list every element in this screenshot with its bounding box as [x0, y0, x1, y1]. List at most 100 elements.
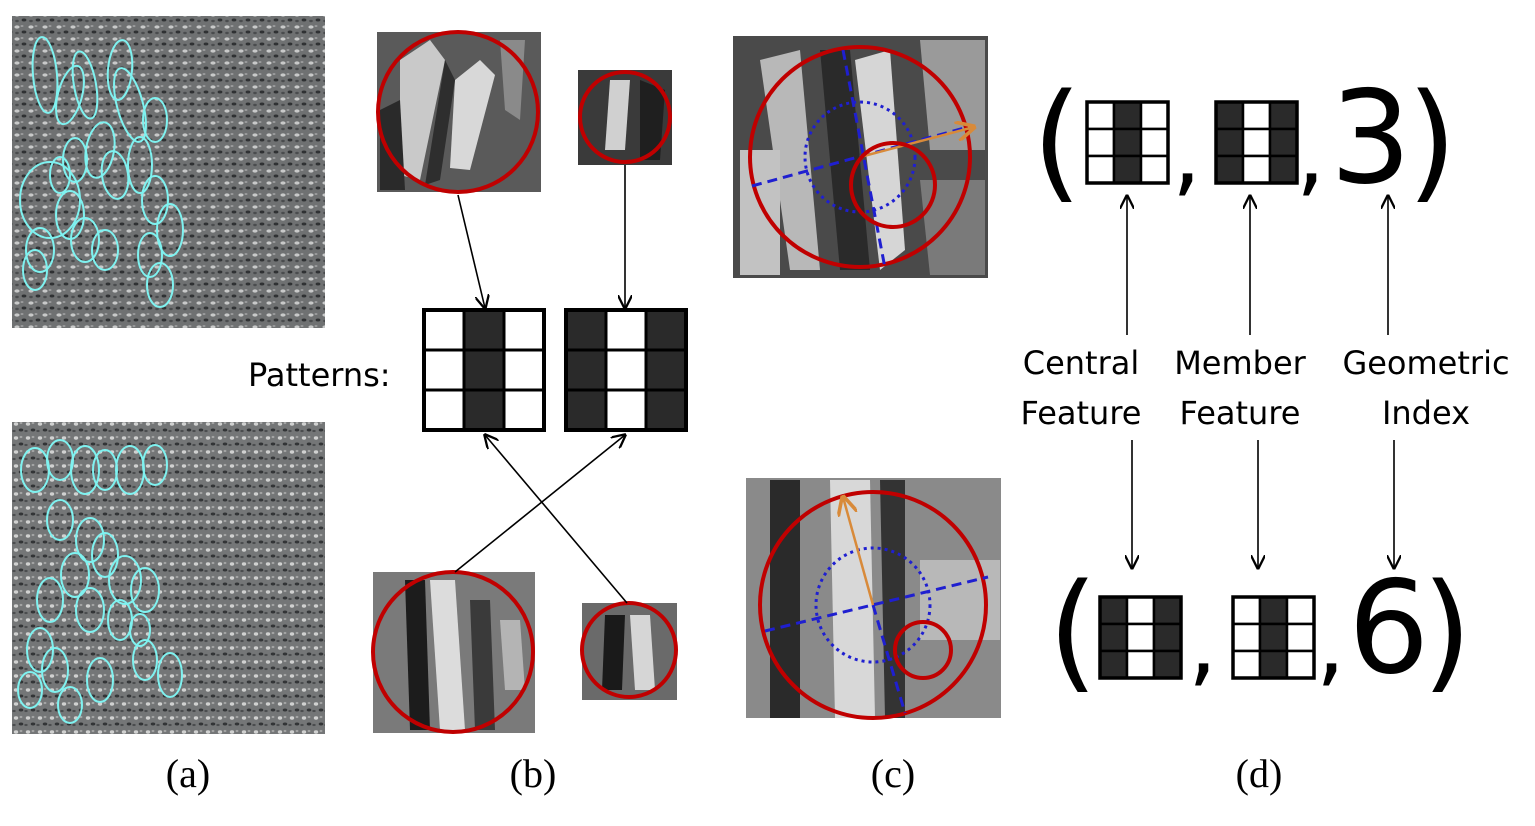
panel-a — [12, 16, 325, 734]
patch-bottom-left — [371, 570, 535, 734]
pattern-cell — [604, 388, 648, 432]
pattern-cell — [1125, 595, 1156, 626]
member-circle — [893, 620, 953, 680]
pattern-cell — [1258, 649, 1289, 680]
panel-label-a: (a) — [166, 751, 210, 796]
outer-circle — [758, 490, 988, 720]
panel-c — [733, 36, 1001, 720]
pattern-border — [1085, 100, 1170, 185]
pattern-border — [1231, 595, 1316, 680]
axis-line — [764, 575, 989, 633]
arrow-to-pattern-b — [454, 435, 625, 573]
pattern-cell — [422, 308, 466, 352]
pattern-cell — [604, 348, 648, 392]
pattern-cell — [462, 308, 506, 352]
pattern-cell — [1241, 154, 1272, 185]
pattern-b — [564, 308, 688, 432]
pattern-cell — [1268, 100, 1299, 131]
pattern-cell — [502, 348, 546, 392]
patch-circle — [578, 70, 672, 164]
pattern-cell — [1214, 154, 1245, 185]
pattern-cell — [1258, 622, 1289, 653]
panel-label-b: (b) — [510, 751, 557, 796]
pattern-cell — [462, 348, 506, 392]
geometry-patch-bottom — [746, 478, 1001, 720]
pattern-cell — [1125, 649, 1156, 680]
pattern-cell — [422, 388, 466, 432]
pattern-cell — [1098, 622, 1129, 653]
patch-circle — [371, 570, 535, 734]
caption-central-line1: Central — [1023, 344, 1140, 382]
pattern-cell — [1285, 649, 1316, 680]
pattern-cell — [1085, 127, 1116, 158]
outer-circle — [748, 45, 972, 269]
axis-line — [751, 125, 969, 188]
tuple-bottom-close: ) — [1422, 557, 1472, 706]
ellipse-overlay-bottom — [17, 439, 183, 724]
caption-geometric-line1: Geometric — [1342, 344, 1509, 382]
pattern-cell — [564, 348, 608, 392]
caption-member-line2: Feature — [1180, 394, 1301, 432]
tomogram-image-top — [12, 16, 325, 328]
pattern-cell — [644, 308, 688, 352]
patterns-label: Patterns: — [248, 356, 391, 394]
pattern-cell — [502, 388, 546, 432]
pattern-cell — [1112, 127, 1143, 158]
pattern-cell — [1085, 100, 1116, 131]
geometry-patch-top — [733, 36, 988, 278]
tuple-bottom-sep: , — [1188, 590, 1217, 697]
pattern-cell — [1241, 127, 1272, 158]
tuple-top-close: ) — [1407, 67, 1457, 216]
pattern-cell — [1214, 100, 1245, 131]
pattern-cell — [1268, 154, 1299, 185]
panel-label-d: (d) — [1236, 751, 1283, 796]
axis-line — [871, 604, 907, 714]
pattern-border — [1098, 595, 1183, 680]
tuple-top-sep: , — [1296, 100, 1325, 207]
pattern-cell — [1098, 595, 1129, 626]
pattern-cell — [564, 388, 608, 432]
tuple-top-index: 3 — [1330, 64, 1411, 213]
pattern-cell — [422, 348, 466, 392]
caption-geometric-line2: Index — [1382, 394, 1470, 432]
patch-circle — [376, 30, 540, 194]
pattern-cell — [502, 308, 546, 352]
pattern-cell — [1139, 154, 1170, 185]
pattern-cell — [1112, 100, 1143, 131]
pattern-cell — [1285, 595, 1316, 626]
member-circle — [849, 141, 937, 229]
pattern-cell — [1258, 595, 1289, 626]
pattern-cell — [1231, 595, 1262, 626]
tuple-top-sep: , — [1172, 100, 1201, 207]
pattern-cell — [1214, 127, 1245, 158]
pattern-cell — [1152, 595, 1183, 626]
pattern-cell — [1285, 622, 1316, 653]
arrow-to-pattern-a — [485, 435, 628, 604]
inner-dotted-circle — [814, 546, 932, 664]
ellipse-overlay-top — [19, 36, 184, 308]
pattern-cell — [1139, 127, 1170, 158]
pattern-cell — [1152, 622, 1183, 653]
pattern-cell — [1125, 622, 1156, 653]
pattern-cell — [1139, 100, 1170, 131]
pattern-border — [1214, 100, 1299, 185]
tuple-top-central-pattern — [1085, 100, 1170, 185]
pattern-cell — [1085, 154, 1116, 185]
pattern-cell — [1112, 154, 1143, 185]
pattern-cell — [564, 308, 608, 352]
pattern-border — [564, 308, 688, 432]
tuple-bottom-central-pattern — [1098, 595, 1183, 680]
patch-top-right — [578, 70, 672, 165]
tuple-bottom-sep: , — [1316, 590, 1345, 697]
pattern-cell — [1231, 649, 1262, 680]
orientation-arrow — [859, 127, 974, 159]
tuple-bottom-member-pattern — [1231, 595, 1316, 680]
pattern-cell — [1231, 622, 1262, 653]
patch-bottom-right — [580, 601, 678, 700]
tuple-bottom-index: 6 — [1348, 554, 1429, 703]
pattern-a — [422, 308, 546, 432]
orientation-arrow — [843, 497, 875, 606]
panel-b: Patterns: — [248, 30, 688, 734]
panel-label-c: (c) — [871, 751, 915, 796]
